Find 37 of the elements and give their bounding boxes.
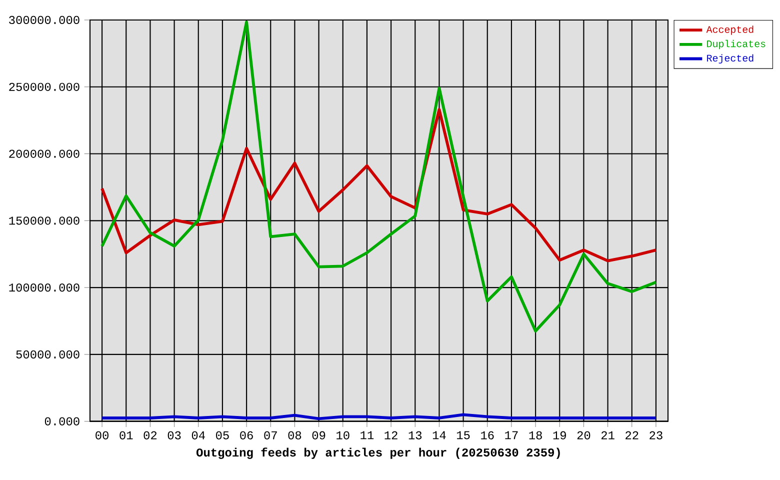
line-series	[100, 20, 658, 332]
line-series	[100, 108, 658, 262]
x-tick-label: 18	[529, 431, 542, 440]
x-tick-label: 20	[577, 431, 590, 440]
y-tick-label: 0.000	[44, 417, 80, 426]
x-tick-label: 05	[216, 431, 229, 440]
y-tick-label: 250000.000	[9, 82, 80, 91]
x-tick-label: 09	[312, 431, 326, 440]
x-tick-label: 19	[553, 431, 566, 440]
legend-label: Accepted	[706, 26, 754, 35]
x-tick-label: 12	[384, 431, 398, 440]
x-tick-label: 17	[505, 431, 518, 440]
x-tick-label: 01	[120, 431, 133, 440]
x-tick-label: 15	[456, 431, 470, 440]
x-tick-label: 13	[408, 431, 422, 440]
x-tick-label: 22	[626, 431, 638, 440]
x-tick-label: 04	[192, 431, 205, 440]
legend-label: Duplicates	[707, 40, 766, 50]
x-tick-label: 08	[288, 431, 302, 440]
x-tick-label: 14	[432, 431, 446, 440]
y-tick-label: 100000.000	[9, 283, 80, 292]
y-tick-label: 150000.000	[9, 216, 80, 225]
x-tick-label: 00	[96, 431, 108, 440]
x-tick-label: 11	[360, 431, 374, 440]
y-tick-label: 200000.000	[9, 150, 80, 158]
x-tick-label: 07	[264, 431, 277, 440]
x-tick-label: 03	[168, 431, 181, 440]
x-axis-title: Outgoing feeds by articles per hour (20250630 2359)	[196, 448, 560, 459]
x-tick-label: 10	[336, 431, 350, 440]
x-tick-label: 21	[601, 431, 614, 440]
x-tick-label: 23	[650, 431, 662, 440]
y-tick-label: 50000.000	[16, 350, 80, 359]
x-tick-label: 02	[144, 431, 157, 440]
legend-label: Rejected	[707, 54, 754, 64]
x-tick-label: 16	[481, 431, 494, 440]
x-tick-label: 06	[240, 431, 253, 440]
y-tick-label: 300000.000	[9, 16, 80, 24]
